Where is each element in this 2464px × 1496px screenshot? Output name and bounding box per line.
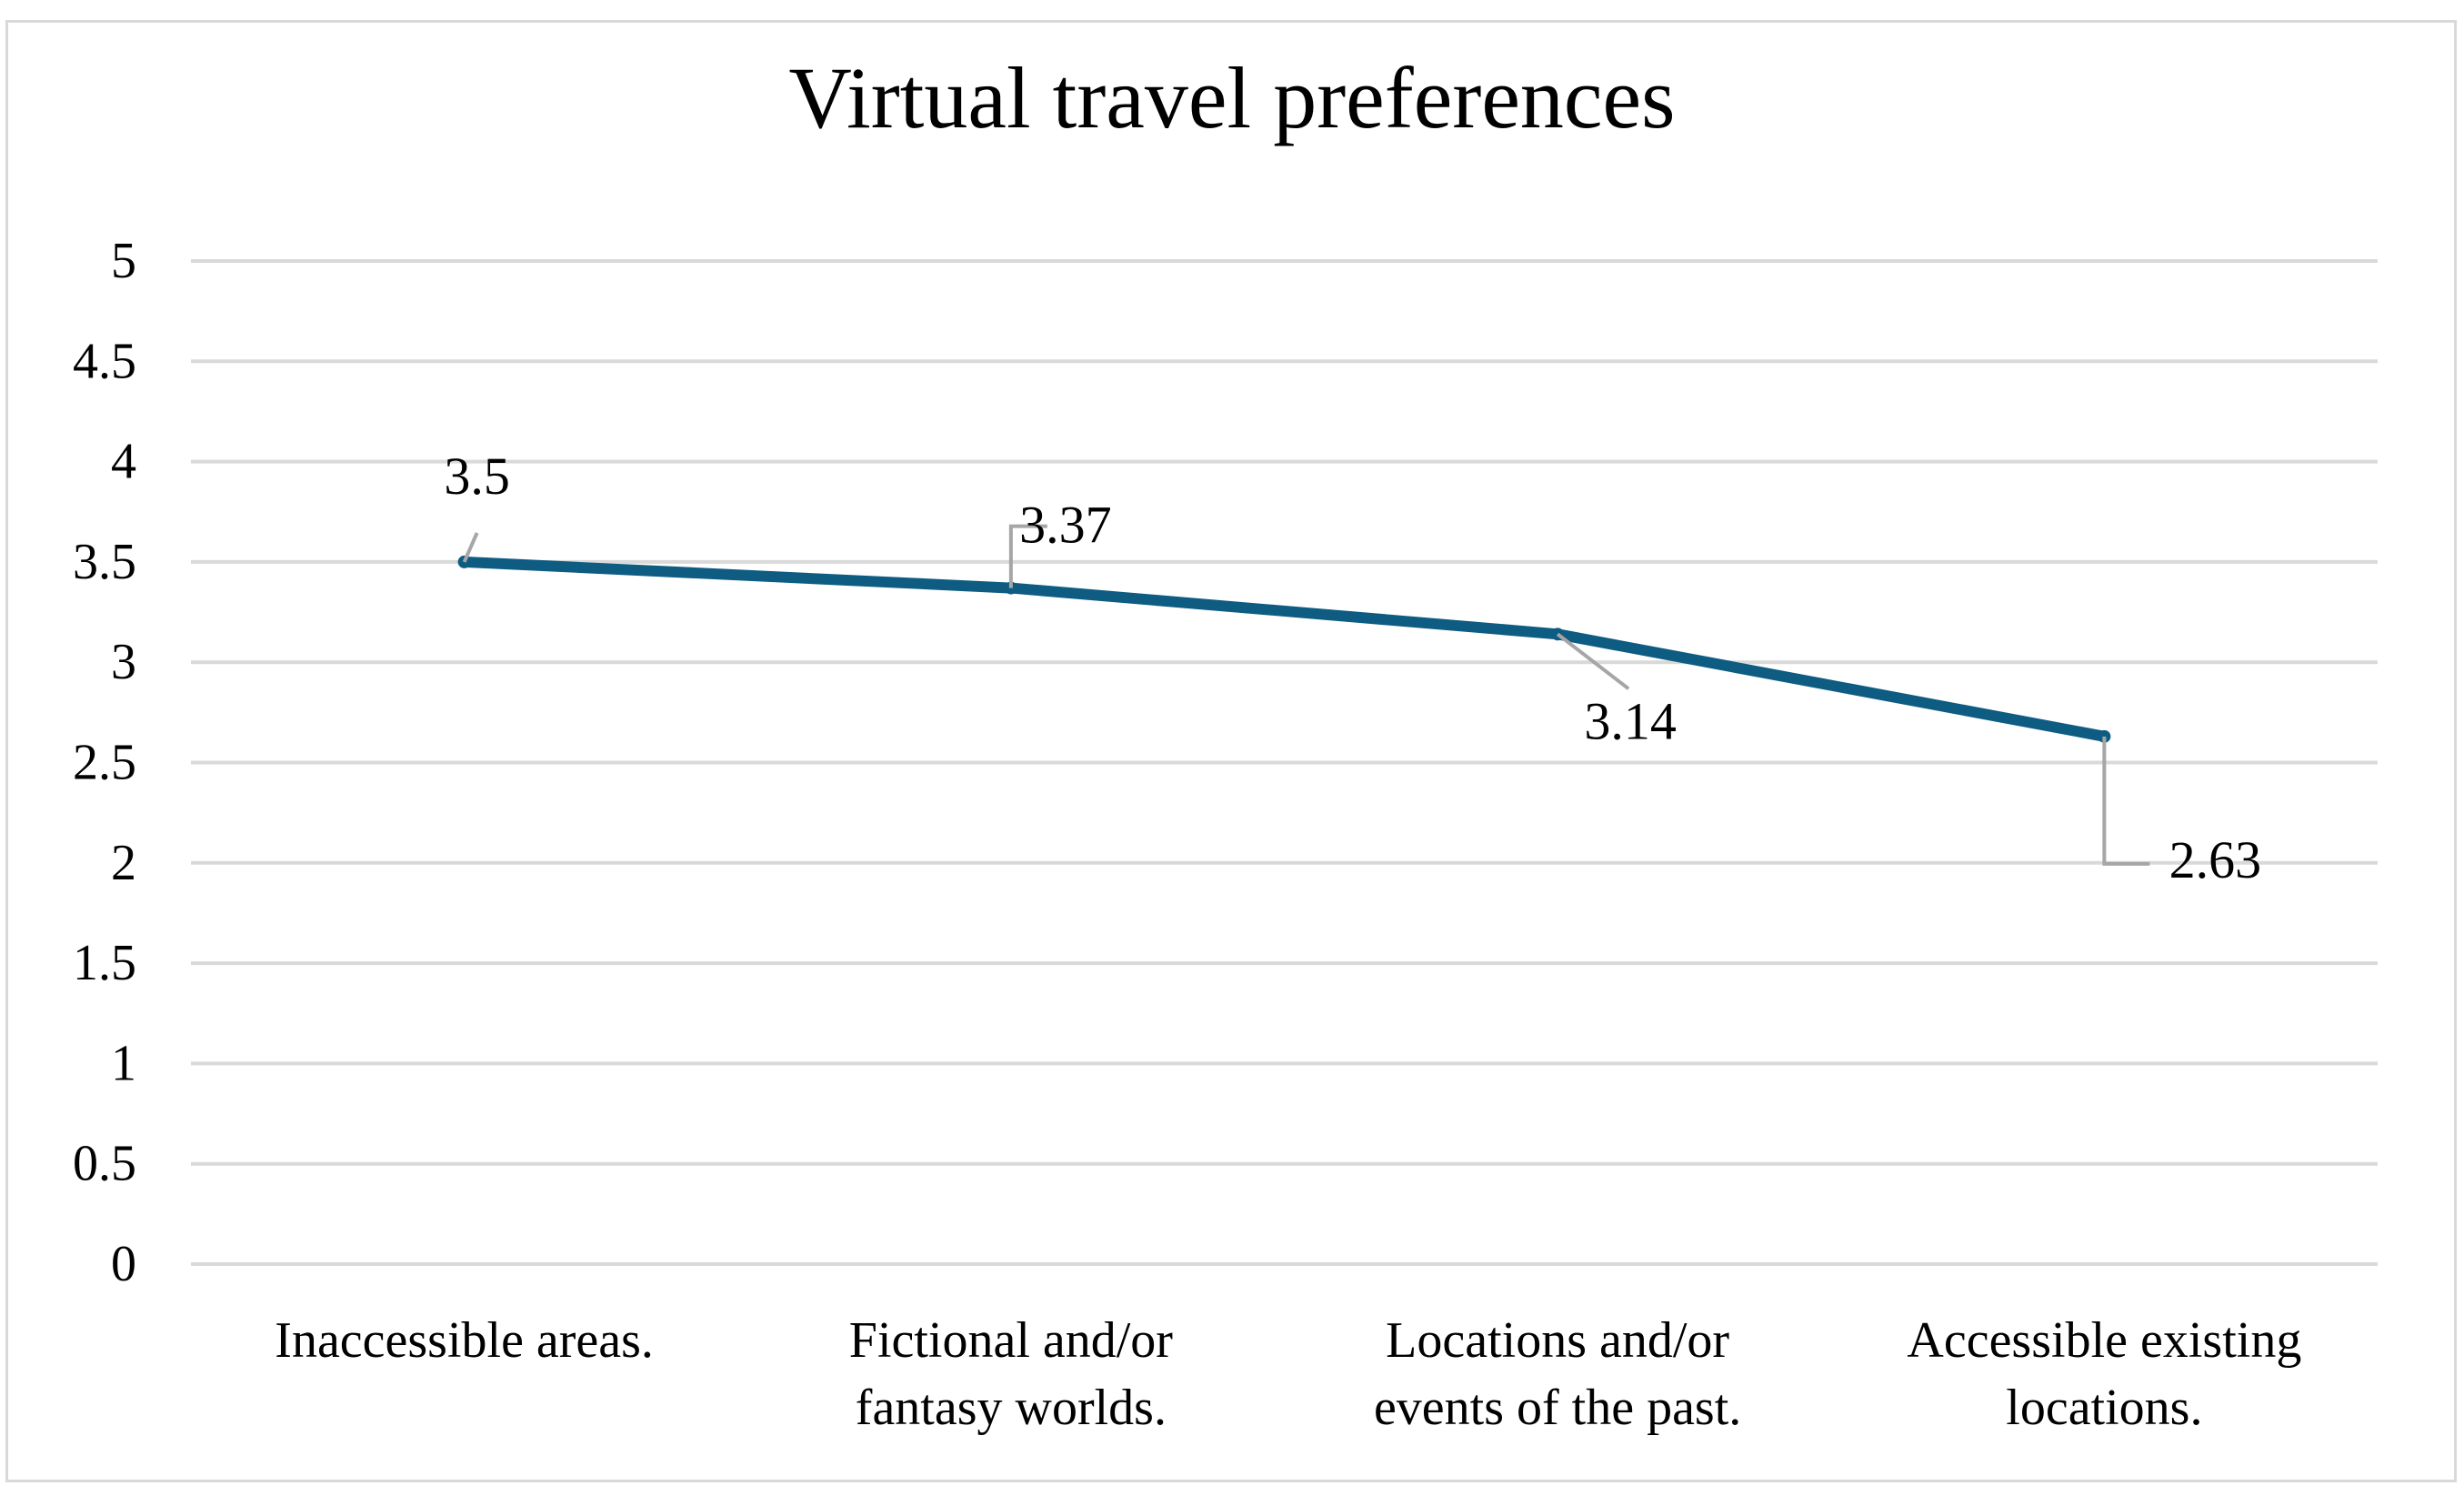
data-label-leader [2102,736,2150,866]
y-tick-label: 3.5 [73,534,136,590]
chart-title: Virtual travel preferences [788,49,1676,146]
y-tick-label: 4.5 [73,333,136,389]
data-label-leader [1008,524,1047,588]
data-label-leader [462,532,479,563]
series [457,555,2111,743]
y-tick-label: 1 [111,1035,136,1091]
x-tick-label-line: events of the past. [1374,1380,1741,1436]
y-tick-label: 2.5 [73,735,136,791]
y-tick-label: 3 [111,634,136,690]
y-tick-label: 0.5 [73,1136,136,1192]
data-label-leaders [462,524,2150,866]
y-tick-label: 4 [111,434,136,490]
data-label: 3.37 [1019,496,1112,555]
x-tick-label: Locations and/or events of the past. [1374,1312,1741,1436]
x-tick-label-line: Inaccessible areas. [275,1312,654,1369]
x-tick-label: Inaccessible areas. [275,1312,654,1369]
y-tick-label: 1.5 [73,935,136,991]
y-tick-label: 5 [111,233,136,289]
y-tick-label: 0 [111,1236,136,1292]
x-axis-tick-labels: Inaccessible areas. Fictional and/or fanta… [275,1312,2301,1436]
y-tick-label: 2 [111,835,136,891]
gridlines [191,259,2378,1266]
data-label-leader [1556,632,1630,690]
data-label: 3.14 [1584,691,1677,750]
data-label: 3.5 [444,447,510,506]
chart-frame [5,20,2457,1482]
x-tick-label-line: Accessible existing [1907,1312,2301,1369]
data-label: 2.63 [2169,830,2262,889]
x-tick-label-line: locations. [2006,1380,2202,1436]
x-tick-label-line: fantasy worlds. [856,1380,1167,1436]
series-line [458,556,2110,742]
x-tick-label-line: Locations and/or [1386,1312,1729,1369]
data-labels: 3.5 3.37 3.14 2.63 [444,447,2261,889]
x-tick-label: Fictional and/or fantasy worlds. [849,1312,1174,1436]
y-axis-tick-labels: 0 0.5 1 1.5 2 2.5 3 3.5 4 4.5 5 [73,233,136,1292]
x-tick-label: Accessible existing locations. [1907,1312,2301,1436]
x-tick-label-line: Fictional and/or [849,1312,1174,1369]
